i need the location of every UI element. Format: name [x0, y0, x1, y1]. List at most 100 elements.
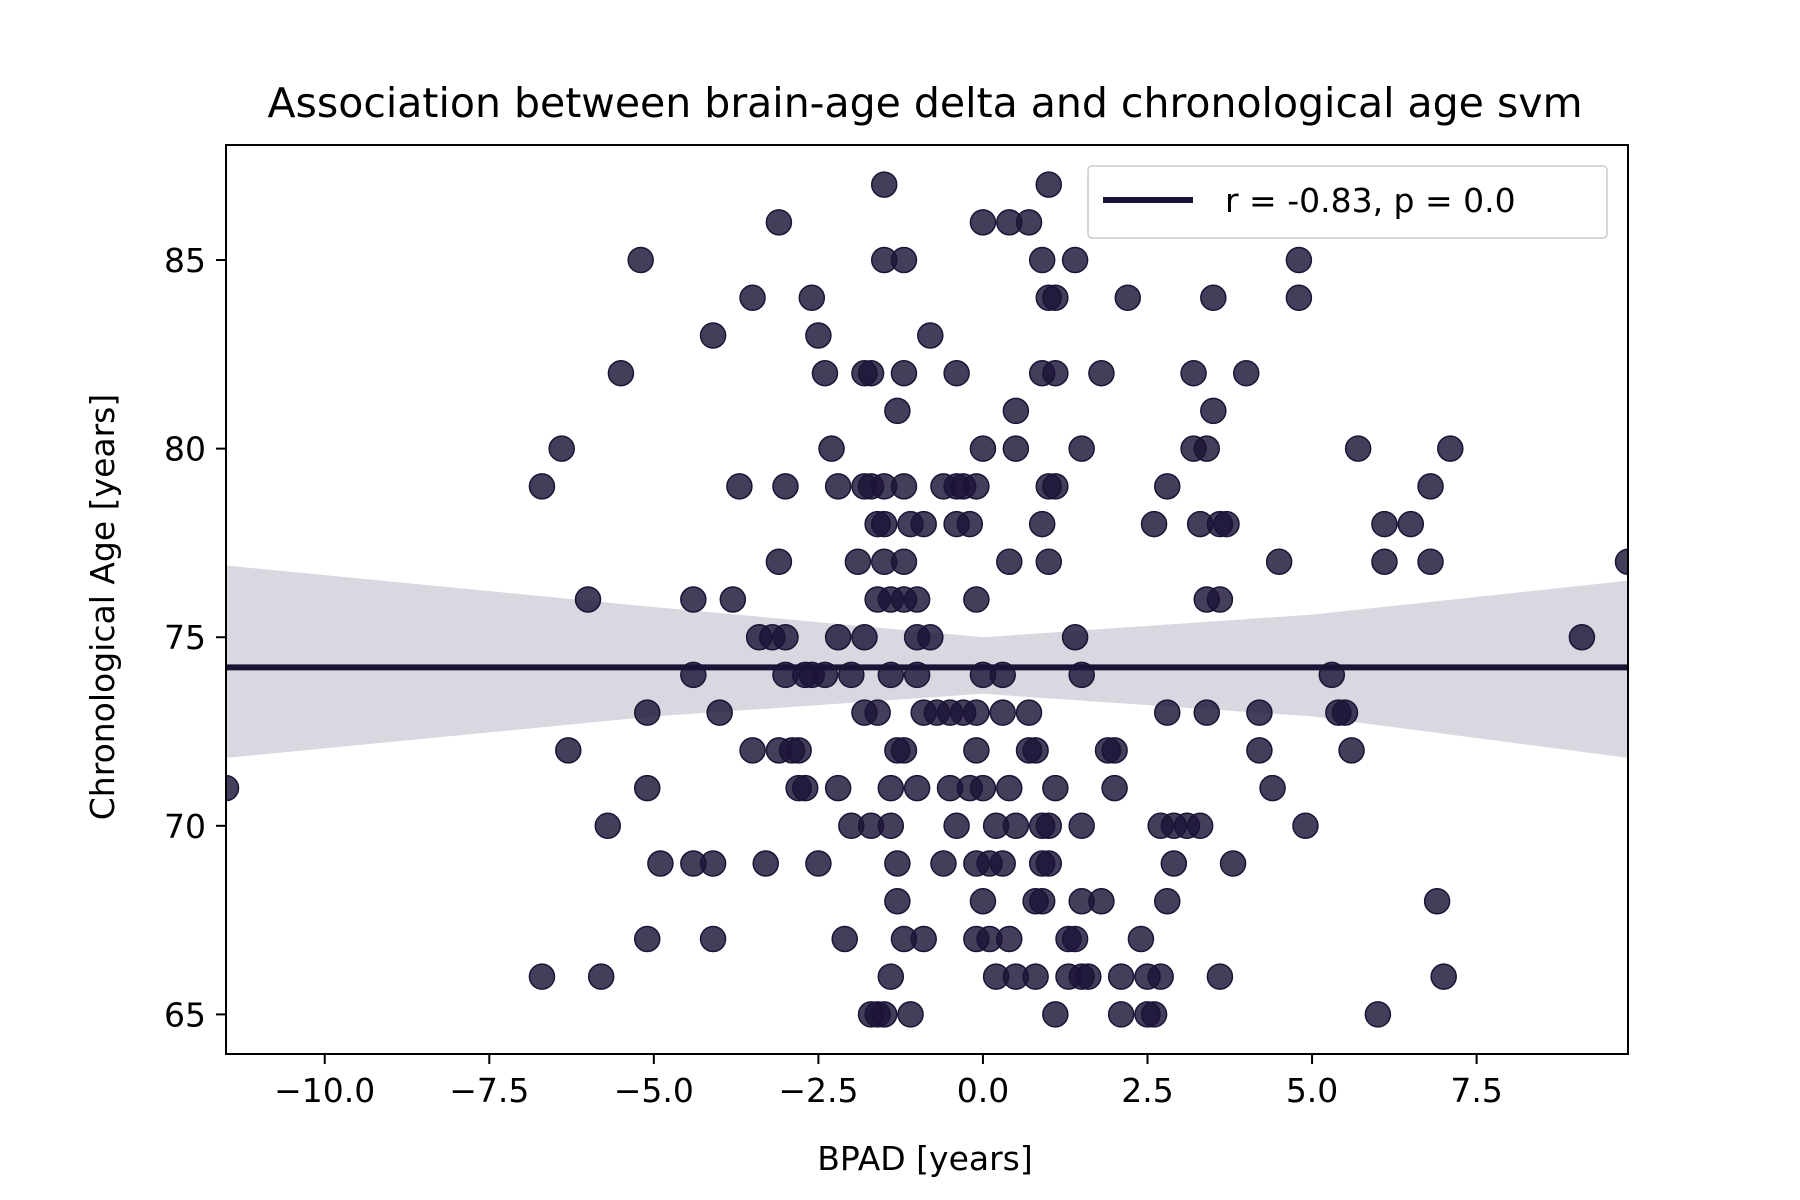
- data-point: [765, 209, 793, 236]
- data-point: [226, 774, 240, 802]
- y-axis-title: Chronological Age [years]: [83, 394, 122, 820]
- data-point: [890, 473, 918, 500]
- data-point: [1042, 473, 1069, 500]
- data-point: [1430, 963, 1457, 990]
- data-point: [574, 586, 602, 613]
- y-tick-label: 65: [164, 995, 206, 1034]
- y-tick-label: 85: [164, 241, 206, 280]
- data-point: [1206, 586, 1234, 613]
- x-tick-label: 7.5: [1450, 1071, 1502, 1110]
- data-point: [1035, 850, 1063, 877]
- data-point: [989, 699, 1016, 726]
- data-point: [963, 586, 990, 613]
- data-point: [890, 246, 918, 274]
- data-point: [824, 623, 852, 651]
- data-point: [1338, 737, 1365, 764]
- data-point: [647, 850, 674, 877]
- data-point: [1200, 397, 1227, 425]
- axes-frame: [225, 144, 1629, 1055]
- data-point: [956, 510, 984, 538]
- data-point: [884, 850, 911, 877]
- data-point: [1068, 812, 1095, 840]
- data-point: [844, 548, 872, 576]
- data-point: [785, 737, 812, 764]
- data-point: [1042, 359, 1069, 387]
- data-point: [1213, 510, 1240, 538]
- data-point: [890, 737, 918, 764]
- data-point: [1088, 887, 1115, 915]
- data-point: [1002, 397, 1030, 425]
- data-point: [818, 435, 845, 462]
- data-point: [917, 322, 944, 349]
- data-point: [555, 737, 582, 764]
- data-point: [1614, 548, 1628, 576]
- data-point: [1371, 548, 1398, 576]
- data-point: [1061, 246, 1089, 274]
- data-point: [634, 774, 661, 802]
- data-point: [824, 473, 852, 500]
- data-point: [1028, 246, 1056, 274]
- data-point: [726, 473, 753, 500]
- data-point: [1160, 850, 1188, 877]
- data-point: [1153, 699, 1181, 726]
- data-point: [1331, 699, 1359, 726]
- data-point: [877, 774, 905, 802]
- data-point: [1068, 435, 1095, 462]
- data-point: [765, 548, 793, 576]
- data-point: [851, 623, 878, 651]
- chart-title: Association between brain-age delta and …: [267, 79, 1582, 127]
- data-point: [877, 963, 905, 990]
- x-tick-label: 0.0: [957, 1071, 1009, 1110]
- data-point: [963, 737, 990, 764]
- data-point: [1292, 812, 1319, 840]
- data-point: [1246, 699, 1273, 726]
- x-tick-label: 2.5: [1121, 1071, 1173, 1110]
- data-point: [963, 473, 990, 500]
- data-point: [1028, 510, 1056, 538]
- data-point: [996, 548, 1023, 576]
- data-points: [226, 171, 1628, 1028]
- data-point: [1568, 623, 1596, 651]
- data-point: [930, 850, 957, 877]
- data-point: [1002, 435, 1030, 462]
- data-point: [772, 623, 799, 651]
- data-point: [699, 322, 727, 349]
- x-tick-label: −5.0: [614, 1071, 694, 1110]
- data-point: [1101, 774, 1128, 802]
- data-point: [1015, 209, 1043, 236]
- data-point: [528, 473, 556, 500]
- data-point: [857, 359, 885, 387]
- legend-box: [1087, 165, 1608, 239]
- data-point: [917, 623, 944, 651]
- data-point: [772, 473, 799, 500]
- data-point: [884, 887, 911, 915]
- data-point: [548, 435, 575, 462]
- data-point: [903, 774, 931, 802]
- data-point: [1075, 963, 1102, 990]
- data-point: [1437, 435, 1464, 462]
- data-point: [699, 850, 727, 877]
- data-point: [969, 435, 997, 462]
- data-point: [1200, 284, 1227, 312]
- data-point: [831, 925, 858, 953]
- data-point: [1193, 435, 1220, 462]
- data-point: [963, 699, 990, 726]
- data-point: [969, 209, 997, 236]
- data-point: [1015, 699, 1043, 726]
- data-point: [1265, 548, 1293, 576]
- data-point: [1417, 473, 1444, 500]
- data-point: [752, 850, 779, 877]
- data-point: [1344, 435, 1372, 462]
- data-point: [1035, 548, 1063, 576]
- data-point: [903, 586, 931, 613]
- data-point: [1042, 1001, 1069, 1028]
- x-axis: −10.0 −7.5 −5.0 −2.5 0.0 2.5 5.0 7.5: [274, 1054, 1503, 1110]
- data-point: [739, 737, 766, 764]
- data-point: [1022, 963, 1049, 990]
- data-point: [1061, 925, 1089, 953]
- data-point: [943, 812, 970, 840]
- data-point: [890, 359, 918, 387]
- data-point: [1371, 510, 1398, 538]
- confidence-band: [226, 565, 1628, 758]
- data-point: [1153, 473, 1181, 500]
